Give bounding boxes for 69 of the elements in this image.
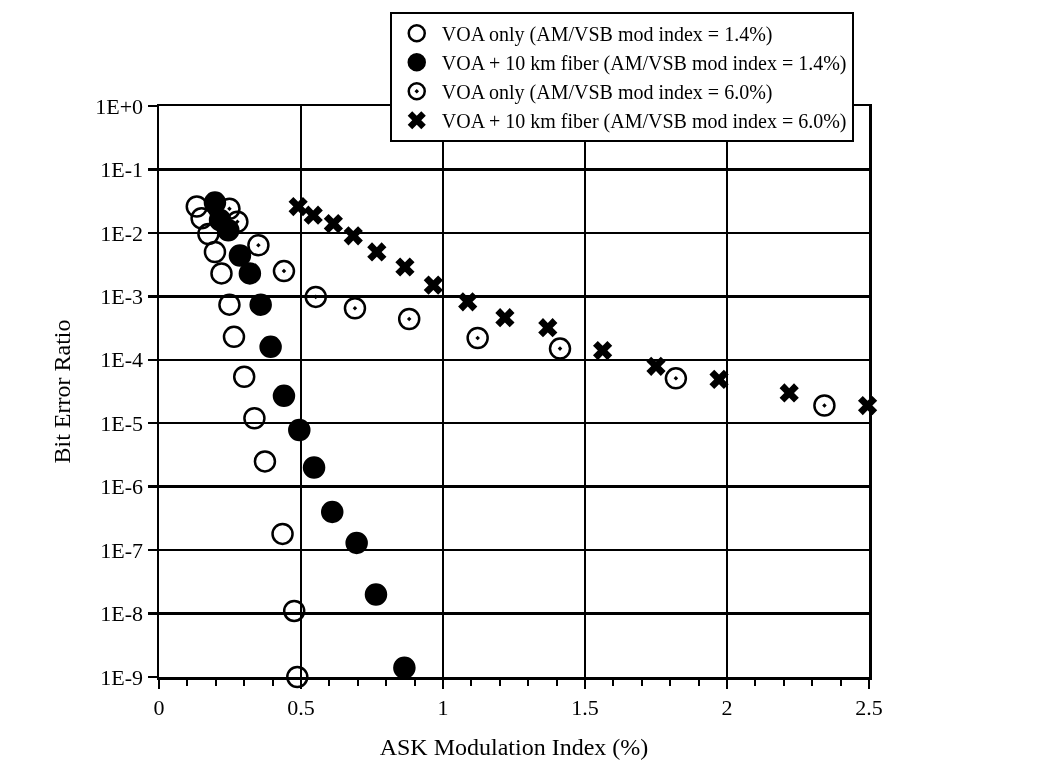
point [345, 531, 368, 555]
point [272, 259, 296, 283]
y-tick-label: 1E-8 [100, 601, 144, 627]
point [243, 406, 266, 430]
point [664, 367, 688, 390]
point [538, 318, 558, 338]
point [286, 665, 309, 689]
point [323, 214, 343, 234]
point [288, 196, 308, 217]
point [321, 500, 344, 524]
point [272, 384, 296, 408]
x-tick-label: 2 [721, 694, 733, 720]
y-tick-label: 1E-9 [100, 664, 144, 690]
point [303, 205, 323, 225]
point [249, 293, 272, 316]
x-tick-label: 0.5 [287, 694, 315, 720]
point [203, 240, 227, 264]
x-tick-label: 1.5 [571, 694, 599, 720]
y-tick-label: 1E+0 [95, 93, 144, 119]
point [282, 599, 306, 623]
legend-label: VOA only (AM/VSB mod index = 6.0%) [441, 81, 773, 105]
point [813, 394, 836, 417]
point [466, 326, 489, 350]
point [185, 195, 209, 218]
point [364, 583, 388, 606]
point [343, 226, 363, 246]
y-tick-label: 1E-1 [100, 157, 144, 183]
point [709, 369, 729, 390]
point [288, 418, 311, 442]
legend-label: VOA only (AM/VSB mod index = 1.4%) [441, 23, 773, 47]
point [228, 244, 252, 267]
legend-label: VOA + 10 km fiber (AM/VSB mod index = 6.0%) [441, 110, 847, 134]
y-tick-label: 1E-3 [100, 284, 144, 310]
point [304, 285, 328, 309]
point [423, 275, 443, 295]
point [190, 207, 213, 230]
y-tick-label: 1E-5 [100, 410, 144, 436]
point [458, 292, 478, 312]
x-tick-label: 1 [437, 694, 449, 720]
point [395, 257, 415, 277]
point [592, 340, 613, 361]
point [393, 656, 416, 679]
y-tick-label: 1E-6 [100, 474, 144, 500]
point [218, 293, 241, 316]
y-tick-label: 1E-2 [100, 220, 144, 246]
point [222, 325, 246, 349]
point [271, 522, 294, 546]
y-tick-label: 1E-7 [100, 537, 144, 563]
point [253, 450, 277, 473]
point [210, 262, 233, 285]
point [367, 242, 387, 262]
point [495, 308, 515, 328]
y-axis-title: Bit Error Ratio [49, 319, 76, 464]
x-axis-title: ASK Modulation Index (%) [379, 734, 649, 761]
x-tick-label: 2.5 [855, 694, 883, 720]
point [247, 233, 270, 257]
x-tick-label: 0 [153, 694, 165, 720]
point [238, 262, 262, 285]
point [259, 335, 282, 359]
point [548, 337, 572, 360]
point [232, 365, 256, 388]
point [397, 307, 421, 331]
point [779, 383, 799, 403]
point [226, 210, 249, 233]
point [343, 296, 367, 320]
point [302, 456, 326, 479]
y-tick-label: 1E-4 [100, 347, 144, 373]
legend-label: VOA + 10 km fiber (AM/VSB mod index = 1.4%) [441, 52, 847, 76]
point [646, 356, 666, 376]
